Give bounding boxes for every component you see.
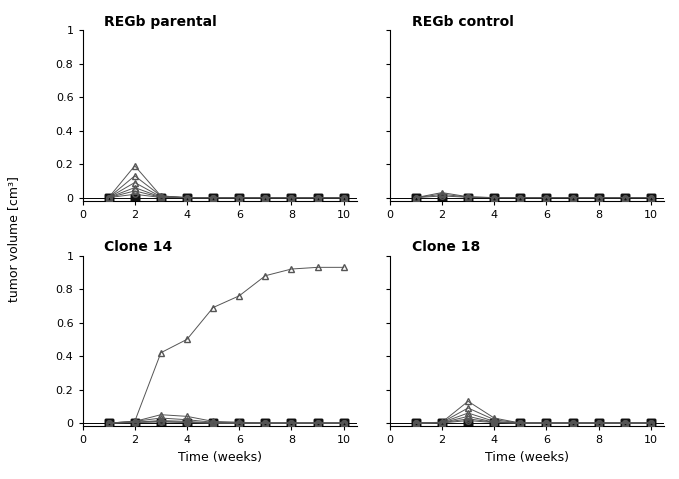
X-axis label: Time (weeks): Time (weeks) [485,451,569,464]
Text: REGb control: REGb control [411,15,513,29]
Text: Clone 18: Clone 18 [411,240,480,254]
X-axis label: Time (weeks): Time (weeks) [178,451,261,464]
Text: Clone 14: Clone 14 [105,240,172,254]
Text: tumor volume [cm³]: tumor volume [cm³] [7,177,20,302]
Text: REGb parental: REGb parental [105,15,217,29]
